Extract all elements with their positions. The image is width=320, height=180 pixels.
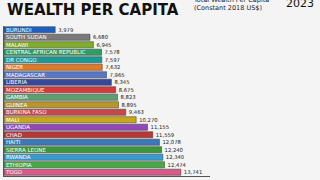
svg-text:GUINEA: GUINEA	[6, 102, 27, 108]
svg-text:11,155: 11,155	[151, 124, 169, 130]
svg-text:WEALTH PER CAPITA: WEALTH PER CAPITA	[7, 1, 179, 19]
svg-text:12,078: 12,078	[162, 139, 180, 145]
svg-text:8,675: 8,675	[119, 87, 134, 93]
svg-text:ETHIOPIA: ETHIOPIA	[6, 162, 32, 168]
svg-text:6,945: 6,945	[96, 42, 111, 48]
svg-text:13,741: 13,741	[184, 169, 202, 175]
svg-text:8,345: 8,345	[114, 79, 129, 85]
svg-text:RWANDA: RWANDA	[6, 154, 31, 160]
svg-text:NIGER: NIGER	[6, 64, 23, 70]
svg-text:SOUTH SUDAN: SOUTH SUDAN	[6, 34, 47, 40]
svg-text:SIERRA LEONE: SIERRA LEONE	[6, 147, 47, 153]
svg-text:MALI: MALI	[6, 117, 20, 123]
svg-text:12,240: 12,240	[165, 147, 183, 153]
svg-text:7,597: 7,597	[105, 57, 120, 63]
svg-text:BURKINA FASO: BURKINA FASO	[6, 109, 47, 115]
svg-text:12,340: 12,340	[166, 154, 184, 160]
svg-text:11,559: 11,559	[156, 132, 174, 138]
svg-text:LIBERIA: LIBERIA	[6, 79, 27, 85]
svg-text:TOGO: TOGO	[5, 169, 23, 175]
svg-text:7,578: 7,578	[105, 49, 120, 55]
svg-text:CHAD: CHAD	[6, 132, 22, 138]
svg-text:BURUNDI: BURUNDI	[6, 27, 32, 33]
svg-text:10,270: 10,270	[139, 117, 157, 123]
svg-text:7,632: 7,632	[105, 64, 120, 70]
svg-text:HAITI: HAITI	[6, 139, 21, 145]
svg-text:6,680: 6,680	[93, 34, 108, 40]
svg-text:UGANDA: UGANDA	[6, 124, 30, 130]
svg-text:MOZAMBIQUE: MOZAMBIQUE	[6, 87, 45, 93]
svg-text:MALAWI: MALAWI	[6, 42, 29, 48]
svg-text:9,463: 9,463	[129, 109, 144, 115]
svg-text:GAMBIA: GAMBIA	[6, 94, 28, 100]
svg-text:8,823: 8,823	[121, 94, 136, 100]
svg-text:2023: 2023	[286, 0, 314, 10]
svg-text:Total Wealth Per Capita(Consta: Total Wealth Per Capita(Constant 2018 US…	[193, 0, 269, 12]
svg-text:7,965: 7,965	[110, 72, 125, 78]
svg-text:12,474: 12,474	[168, 162, 187, 168]
svg-text:3,979: 3,979	[58, 27, 73, 33]
svg-text:8,895: 8,895	[121, 102, 136, 108]
svg-text:MADAGASCAR: MADAGASCAR	[6, 72, 45, 78]
svg-text:DR CONGO: DR CONGO	[6, 57, 37, 63]
svg-text:CENTRAL AFRICAN REPUBLIC: CENTRAL AFRICAN REPUBLIC	[6, 49, 86, 55]
